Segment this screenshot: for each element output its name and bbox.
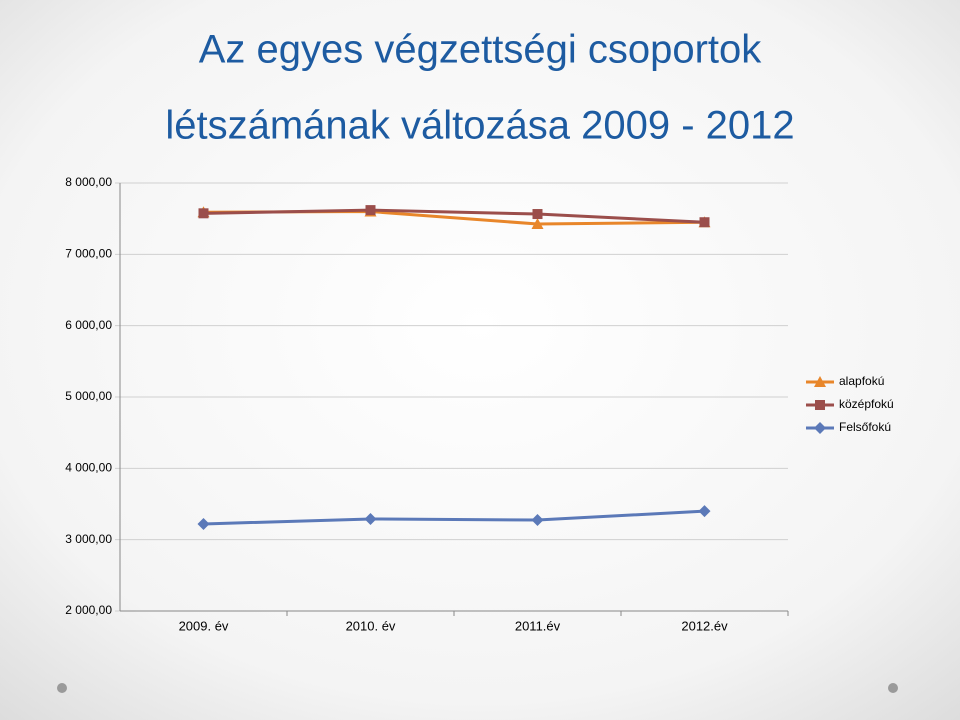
line (203, 509, 705, 526)
legend-label: alapfokú (839, 374, 884, 388)
y-tick-label: 8 000,00 (65, 175, 112, 189)
legend-marker (814, 376, 826, 387)
legend-marker (815, 400, 825, 410)
x-tick-label: 2010. év (346, 618, 396, 633)
point (532, 209, 543, 220)
point (365, 205, 376, 216)
decoration-dot (57, 683, 67, 693)
line (203, 208, 705, 224)
point (198, 208, 209, 219)
title-line: Az egyes végzettségi csoportok (199, 28, 763, 72)
point (364, 512, 377, 525)
y-tick-label: 6 000,00 (65, 318, 112, 332)
x-tick-label: 2009. év (179, 618, 229, 633)
legend-marker (814, 422, 826, 434)
point (531, 218, 544, 230)
point (699, 217, 710, 228)
y-tick-label: 5 000,00 (65, 389, 112, 403)
point (698, 505, 711, 518)
y-tick-label: 7 000,00 (65, 247, 112, 261)
x-tick-label: 2012.év (681, 618, 728, 633)
point (531, 514, 544, 527)
point (197, 517, 210, 530)
y-tick-label: 3 000,00 (65, 532, 112, 546)
legend-label: Felsőfokú (839, 420, 891, 434)
y-tick-label: 2 000,00 (65, 603, 112, 617)
decoration-dot (888, 683, 898, 693)
legend-label: középfokú (839, 397, 894, 411)
x-tick-label: 2011.év (515, 618, 561, 633)
y-tick-label: 4 000,00 (65, 461, 112, 475)
title-line: létszámának változása 2009 - 2012 (165, 104, 794, 148)
